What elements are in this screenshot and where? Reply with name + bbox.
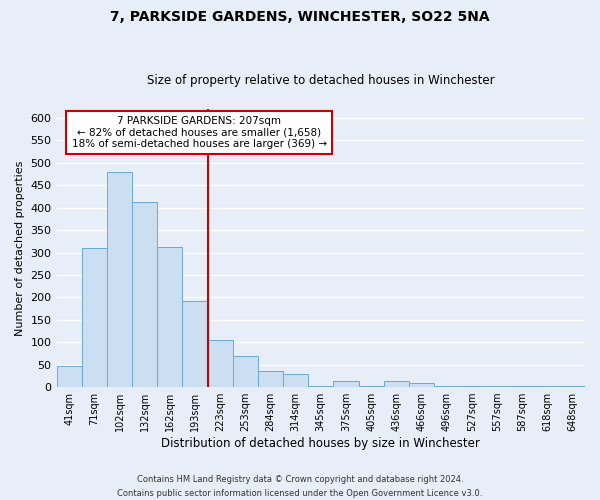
Text: 7, PARKSIDE GARDENS, WINCHESTER, SO22 5NA: 7, PARKSIDE GARDENS, WINCHESTER, SO22 5N… <box>110 10 490 24</box>
Bar <box>383 381 409 387</box>
Bar <box>233 356 258 387</box>
Bar <box>208 340 233 387</box>
Bar <box>484 386 509 387</box>
Bar <box>459 386 484 387</box>
Bar <box>409 383 434 387</box>
Bar <box>258 372 283 387</box>
Text: 7 PARKSIDE GARDENS: 207sqm
← 82% of detached houses are smaller (1,658)
18% of s: 7 PARKSIDE GARDENS: 207sqm ← 82% of deta… <box>71 116 327 149</box>
Bar <box>434 386 459 387</box>
Bar <box>334 381 359 387</box>
Bar <box>560 386 585 387</box>
Bar <box>56 366 82 387</box>
Bar <box>308 386 334 387</box>
Y-axis label: Number of detached properties: Number of detached properties <box>15 160 25 336</box>
Bar <box>359 386 383 387</box>
Bar <box>132 202 157 387</box>
Bar <box>283 374 308 387</box>
Bar <box>182 301 208 387</box>
Text: Contains HM Land Registry data © Crown copyright and database right 2024.
Contai: Contains HM Land Registry data © Crown c… <box>118 476 482 498</box>
X-axis label: Distribution of detached houses by size in Winchester: Distribution of detached houses by size … <box>161 437 480 450</box>
Bar <box>509 386 535 387</box>
Bar <box>107 172 132 387</box>
Title: Size of property relative to detached houses in Winchester: Size of property relative to detached ho… <box>147 74 494 87</box>
Bar <box>157 246 182 387</box>
Bar <box>82 248 107 387</box>
Bar <box>535 386 560 387</box>
